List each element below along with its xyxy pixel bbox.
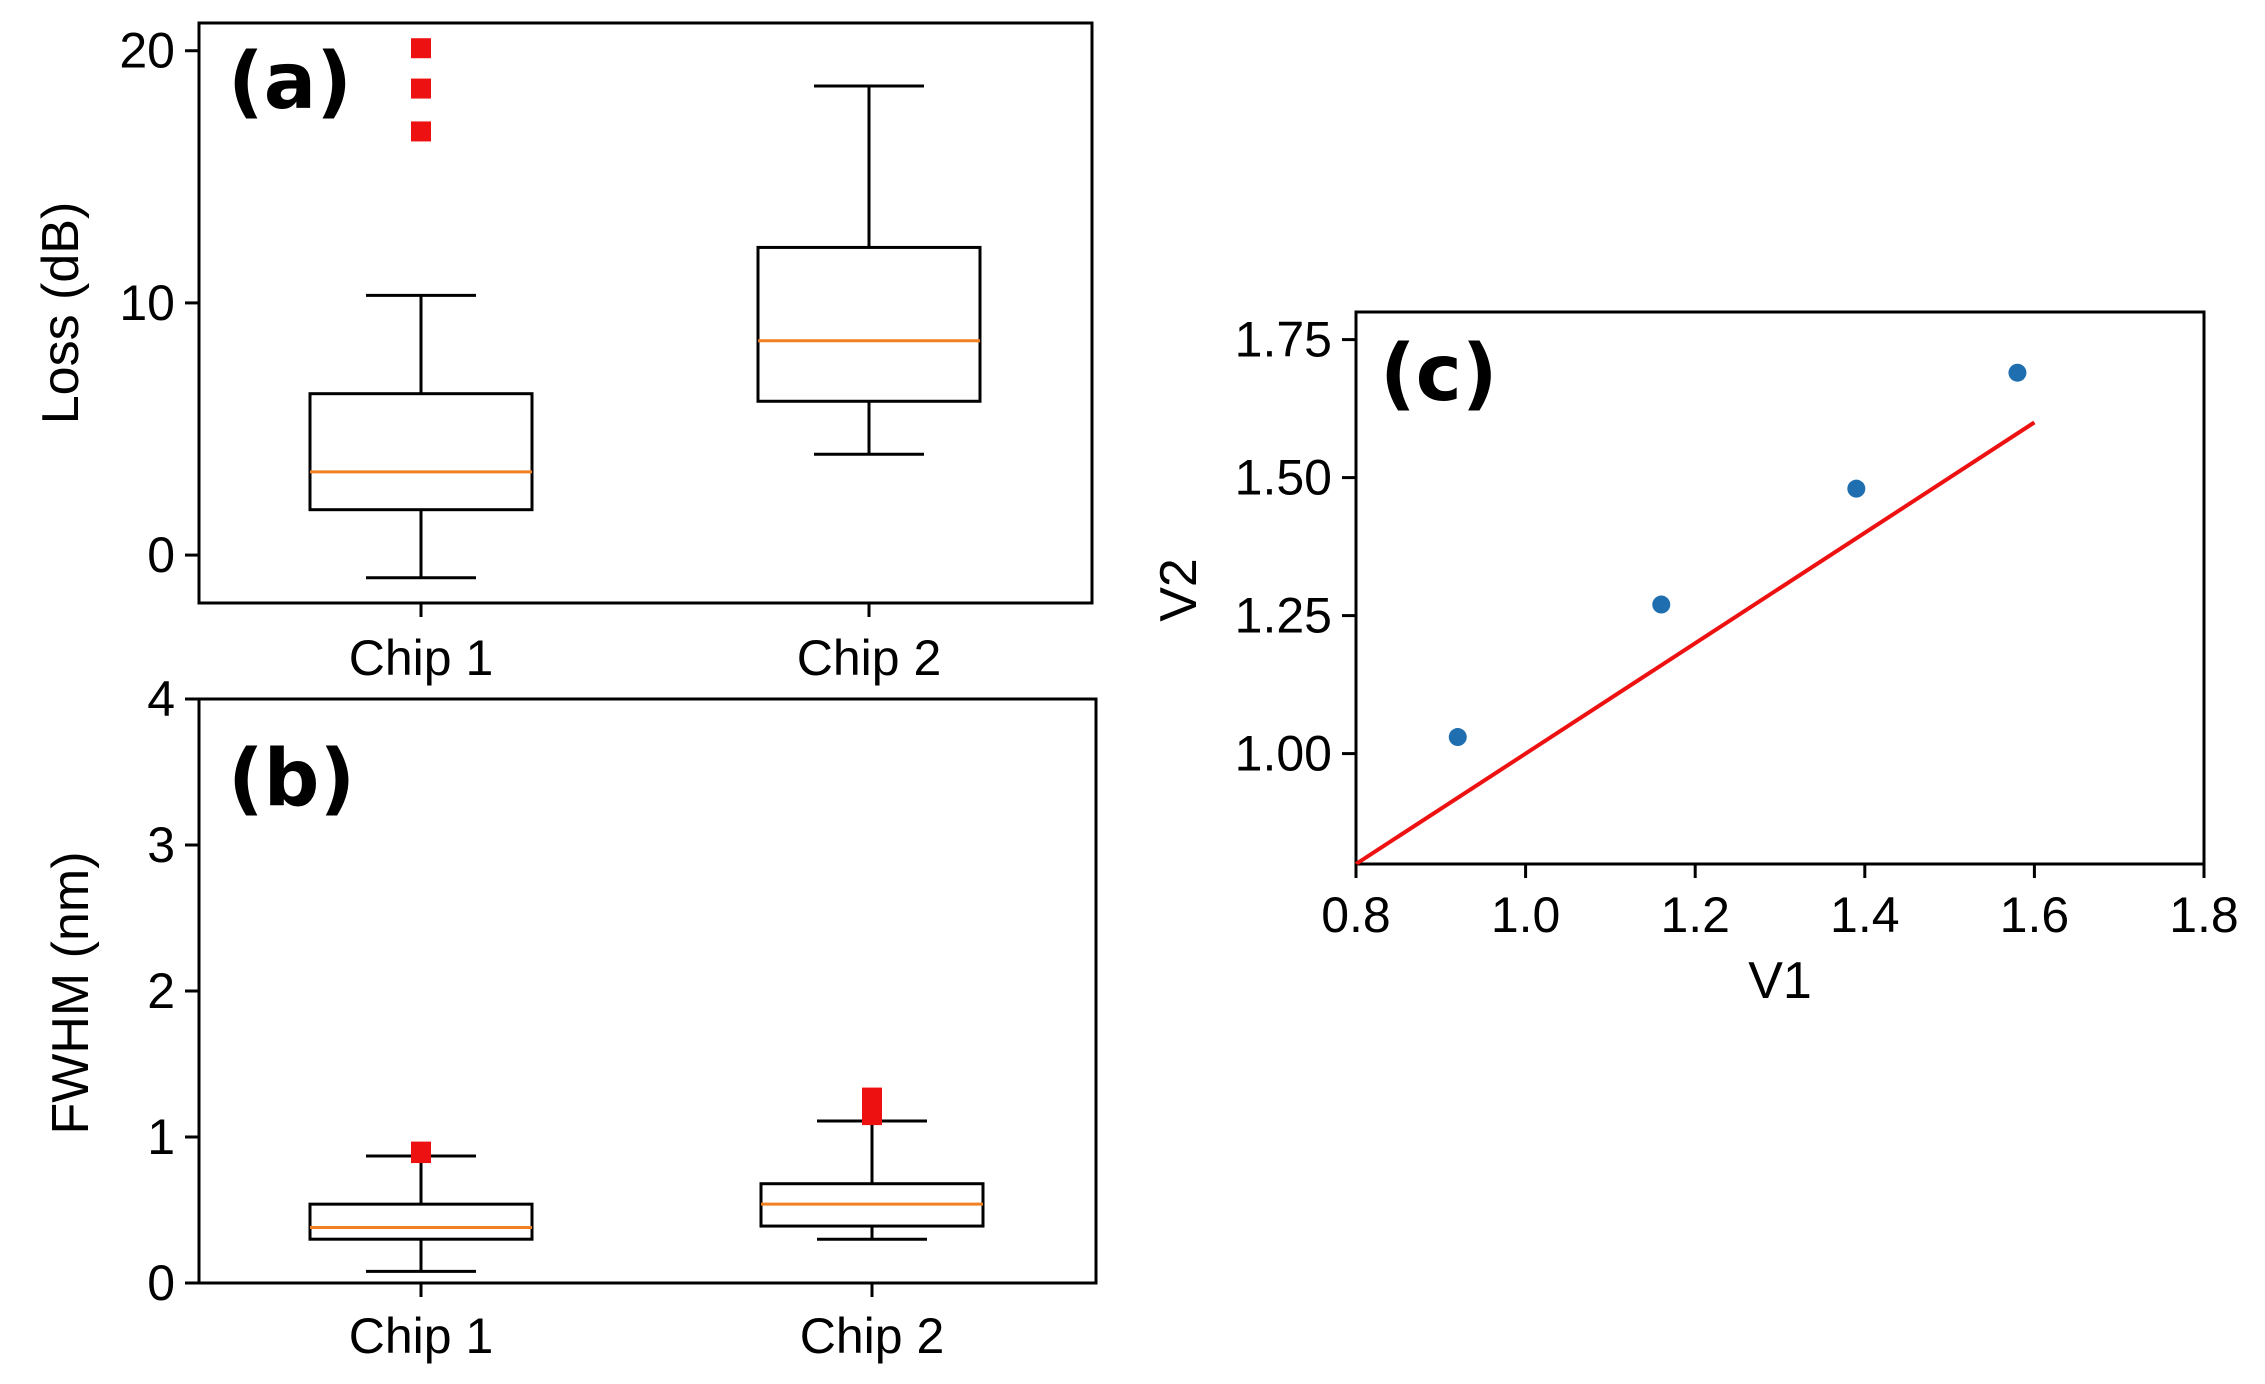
panel-c-x-ticks: 0.8 1.0 1.2 1.4 1.6 1.8 bbox=[1321, 864, 2239, 943]
box-iqr bbox=[756, 245, 982, 403]
scatter-point bbox=[1847, 479, 1866, 498]
panel-c-x-axis-label: V1 bbox=[1748, 952, 1812, 1010]
panel-a-x-ticks: Chip 1 Chip 2 bbox=[349, 603, 942, 686]
panel-a-label: (a) bbox=[228, 37, 352, 127]
y-tick-label: 1.50 bbox=[1235, 450, 1332, 506]
panel-a: 0 10 20 Chip 1 Chip 2 (a) Loss (dB) bbox=[32, 21, 1094, 686]
y-tick-label: 0 bbox=[147, 1255, 175, 1311]
x-tick-label: Chip 1 bbox=[349, 630, 494, 686]
y-tick-label: 20 bbox=[119, 23, 175, 79]
scatter-point bbox=[1652, 595, 1671, 614]
box-iqr bbox=[308, 392, 534, 512]
y-tick-label: 1.00 bbox=[1235, 726, 1332, 782]
x-tick-label: 1.8 bbox=[2169, 887, 2239, 943]
panel-a-y-axis-label: Loss (dB) bbox=[32, 202, 90, 425]
outlier-point bbox=[411, 78, 431, 99]
x-tick-label: Chip 2 bbox=[800, 1308, 945, 1364]
y-tick-label: 3 bbox=[147, 817, 175, 873]
y-tick-label: 4 bbox=[147, 671, 175, 727]
outlier-point bbox=[411, 38, 431, 59]
panel-b-label: (b) bbox=[228, 734, 355, 824]
panel-c-y-ticks: 1.00 1.25 1.50 1.75 bbox=[1235, 312, 1356, 782]
y-tick-label: 10 bbox=[119, 275, 175, 331]
x-tick-label: 1.0 bbox=[1491, 887, 1561, 943]
outlier-point bbox=[862, 1087, 882, 1108]
reference-line bbox=[1354, 420, 2036, 866]
panel-b-x-ticks: Chip 1 Chip 2 bbox=[349, 1283, 945, 1364]
panel-c-label: (c) bbox=[1380, 329, 1498, 419]
panel-c-marks bbox=[1354, 363, 2036, 866]
box-iqr bbox=[308, 1202, 534, 1241]
panel-b-y-axis-label: FWHM (nm) bbox=[42, 851, 100, 1134]
panel-b-marks bbox=[308, 1087, 985, 1273]
panel-b: 0 1 2 3 4 Chip 1 Chip 2 (b) FWHM (nm) bbox=[42, 671, 1098, 1364]
panel-a-marks bbox=[308, 38, 982, 580]
outlier-point bbox=[411, 1141, 431, 1162]
scatter-point bbox=[1448, 728, 1467, 747]
y-tick-label: 1 bbox=[147, 1109, 175, 1165]
y-tick-label: 2 bbox=[147, 963, 175, 1019]
x-tick-label: Chip 2 bbox=[797, 630, 942, 686]
x-tick-label: 1.4 bbox=[1830, 887, 1900, 943]
x-tick-label: 1.2 bbox=[1660, 887, 1730, 943]
x-tick-label: 0.8 bbox=[1321, 887, 1391, 943]
outlier-point bbox=[411, 121, 431, 142]
y-tick-label: 1.25 bbox=[1235, 588, 1332, 644]
panel-a-frame bbox=[197, 21, 1094, 605]
y-tick-label: 0 bbox=[147, 527, 175, 583]
y-tick-label: 1.75 bbox=[1235, 312, 1332, 368]
panel-c: 1.001.251.501.75 0.8 1.0 1.2 1.4 1.6 1.8 (c) … bbox=[1150, 310, 2239, 1010]
panel-c-y-axis-label: V2 bbox=[1150, 558, 1208, 622]
panel-a-y-ticks: 0 10 20 bbox=[119, 23, 199, 583]
x-tick-label: 1.6 bbox=[2000, 887, 2070, 943]
x-tick-label: Chip 1 bbox=[349, 1308, 494, 1364]
panel-c-frame bbox=[1354, 310, 2206, 866]
scatter-point bbox=[2008, 363, 2027, 382]
panel-b-y-ticks: 0 1 2 3 4 bbox=[147, 671, 199, 1311]
